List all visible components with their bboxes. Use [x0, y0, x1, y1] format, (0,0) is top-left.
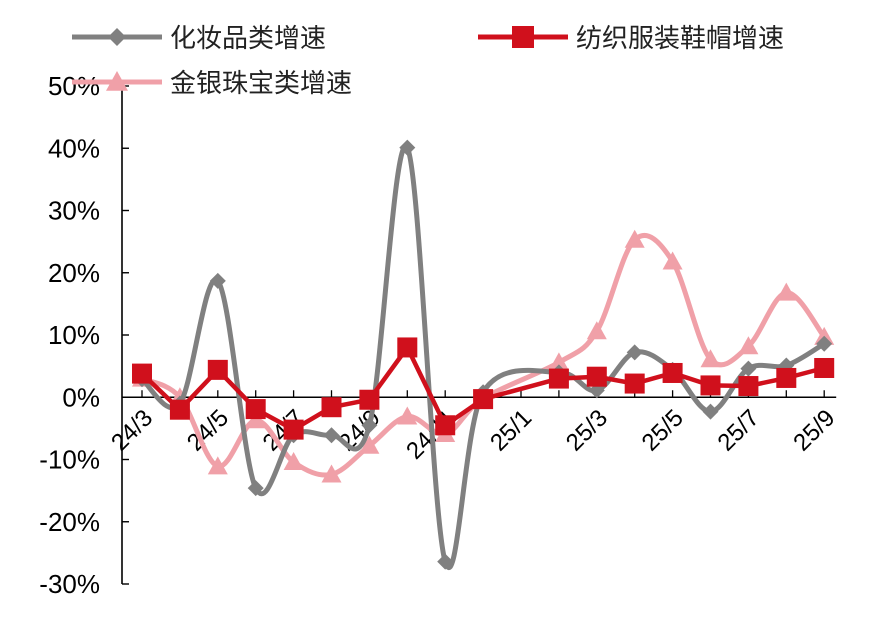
data-point	[738, 336, 759, 355]
legend-item: 化妆品类增速	[72, 24, 326, 54]
series-layer	[132, 139, 835, 570]
data-point	[323, 427, 340, 444]
y-tick-label: -20%	[39, 507, 100, 537]
data-point	[662, 362, 683, 383]
data-point	[321, 464, 342, 483]
data-point	[245, 410, 266, 429]
x-tick-label: 25/9	[788, 404, 840, 456]
data-point	[473, 389, 494, 410]
data-point	[700, 375, 721, 396]
data-point	[245, 399, 266, 420]
legend-label: 化妆品类增速	[170, 24, 326, 54]
data-point	[207, 456, 228, 475]
data-point	[816, 335, 833, 352]
data-point	[626, 344, 643, 361]
data-point	[776, 282, 797, 301]
legend-marker	[108, 28, 126, 46]
legend-item: 金银珠宝类增速	[72, 69, 352, 99]
data-point	[586, 321, 607, 340]
data-point	[169, 399, 190, 420]
x-tick-label: 25/1	[485, 404, 537, 456]
data-point	[283, 451, 304, 470]
data-point	[740, 360, 757, 377]
data-point	[361, 417, 378, 434]
y-tick-label: 20%	[48, 258, 100, 288]
y-tick-label: 50%	[48, 71, 100, 101]
data-point	[397, 406, 418, 425]
x-tick-label: 25/5	[637, 404, 689, 456]
y-tick-label: -30%	[39, 569, 100, 599]
legend-marker	[512, 26, 534, 48]
data-point	[738, 376, 759, 397]
data-point	[359, 389, 380, 410]
data-point	[207, 359, 228, 380]
data-point	[624, 229, 645, 248]
series-line	[139, 143, 827, 570]
series-diamond	[134, 139, 833, 570]
legend-marker	[106, 71, 128, 91]
data-point	[283, 419, 304, 440]
data-point	[247, 480, 264, 497]
x-tick-label: 24/3	[106, 404, 158, 456]
data-point	[132, 363, 152, 384]
data-point	[397, 337, 418, 358]
data-point	[586, 366, 607, 387]
data-point	[548, 352, 569, 371]
legend-label: 金银珠宝类增速	[170, 69, 352, 99]
data-point	[359, 435, 380, 454]
data-point	[700, 349, 721, 368]
legend-label: 纺织服装鞋帽增速	[576, 24, 784, 54]
data-point	[437, 553, 454, 570]
data-point	[548, 368, 569, 389]
y-tick-label: 0%	[62, 382, 100, 412]
data-point	[399, 139, 416, 156]
data-point	[814, 357, 835, 378]
y-tick-label: -10%	[39, 445, 100, 475]
y-tick-label: 40%	[48, 133, 100, 163]
y-tick-label: 10%	[48, 320, 100, 350]
data-point	[435, 415, 456, 436]
y-tick-label: 30%	[48, 196, 100, 226]
data-point	[702, 403, 719, 420]
x-tick-label: 25/3	[561, 404, 613, 456]
x-tick-label: 25/7	[713, 404, 765, 456]
data-point	[209, 272, 226, 289]
legend-item: 纺织服装鞋帽增速	[478, 24, 784, 54]
data-point	[662, 251, 683, 270]
series-square	[132, 337, 835, 440]
data-point	[624, 373, 645, 394]
data-point	[321, 397, 342, 418]
data-point	[776, 367, 797, 388]
